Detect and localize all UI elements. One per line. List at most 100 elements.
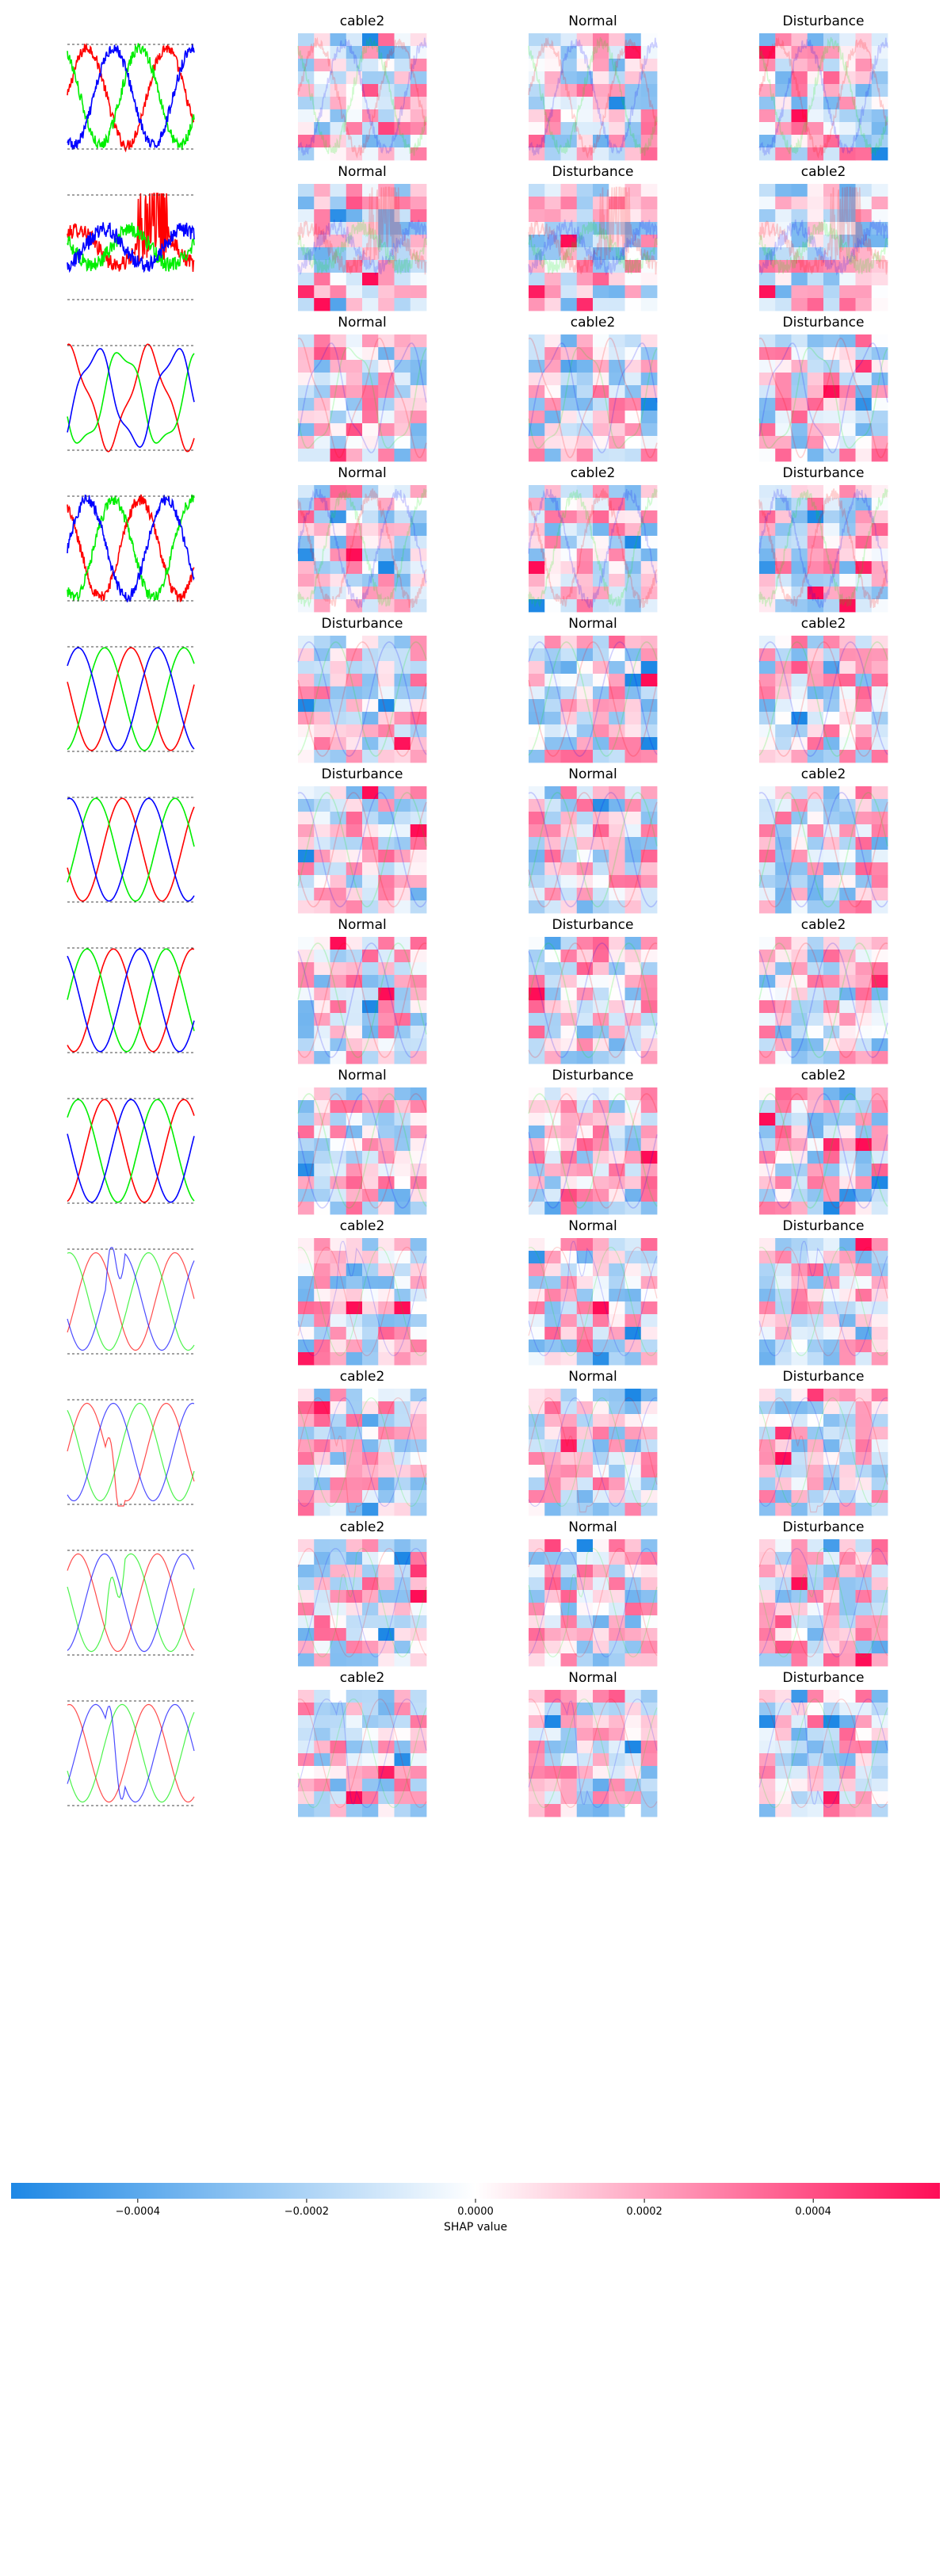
shap-cell — [346, 247, 363, 261]
shap-cell — [855, 59, 873, 72]
shap-cell — [529, 1314, 545, 1328]
shap-cell — [529, 1151, 545, 1164]
panel-title: cable2 — [340, 1218, 385, 1234]
shap-cell — [576, 1427, 594, 1440]
shap-cell — [346, 184, 363, 197]
shap-cell — [609, 84, 625, 97]
shap-cell — [759, 247, 776, 261]
shap-cell — [593, 1753, 609, 1767]
signal-phase-line — [758, 220, 888, 275]
shap-cell — [576, 97, 594, 110]
shap-cell — [759, 988, 776, 1001]
shap-cell — [759, 347, 776, 361]
shap-cell — [576, 1276, 594, 1290]
shap-cell — [394, 1087, 411, 1101]
shap-cell — [314, 962, 330, 976]
figure-row: Normal Disturbance cable2 — [67, 164, 888, 311]
shap-cell — [544, 837, 561, 850]
shap-cell — [298, 373, 315, 386]
shap-cell — [576, 109, 594, 123]
shap-cell — [346, 385, 363, 399]
shap-cell — [394, 574, 411, 587]
shap-cell — [314, 950, 330, 963]
shap-cell — [330, 1051, 347, 1064]
shap-cell — [330, 1238, 347, 1252]
input-signal-plot — [67, 494, 195, 602]
shap-cell — [560, 46, 578, 59]
shap-cell — [410, 285, 427, 299]
shap-cell — [410, 1728, 427, 1741]
shap-cell — [593, 536, 609, 549]
shap-cell — [529, 1728, 545, 1741]
shap-cell — [394, 724, 411, 738]
shap-cell — [298, 1238, 315, 1252]
shap-cell — [362, 1276, 379, 1290]
shap-cell — [298, 1414, 315, 1428]
shap-cell — [609, 334, 625, 348]
shap-cell — [839, 122, 856, 136]
shap-cell — [871, 510, 888, 524]
shap-cell — [855, 1202, 873, 1215]
shap-cell — [576, 988, 594, 1001]
shap-cell — [314, 536, 330, 549]
shap-cell — [775, 485, 792, 499]
panel-title: Disturbance — [783, 1519, 865, 1535]
shap-cell — [346, 1164, 363, 1177]
shap-cell — [576, 197, 594, 210]
shap-cell — [839, 235, 856, 248]
shap-cell — [791, 84, 808, 97]
shap-cell — [855, 812, 873, 825]
shap-cell — [609, 1038, 625, 1052]
shap-cell — [560, 548, 578, 562]
shap-cell — [823, 1565, 840, 1578]
signal-phase-line — [758, 219, 888, 276]
shap-cell — [362, 97, 379, 110]
shap-cell — [330, 122, 347, 136]
shap-cell — [410, 850, 427, 863]
shap-cell — [609, 1202, 625, 1215]
shap-cell — [624, 536, 642, 549]
signal-phase-line — [758, 346, 888, 449]
shap-cell — [624, 222, 642, 235]
shap-cell — [791, 1301, 808, 1315]
shap-cell — [807, 1189, 824, 1202]
shap-cell — [807, 360, 824, 373]
shap-cell — [378, 147, 395, 161]
shap-cell — [775, 648, 792, 662]
shap-cell — [394, 1465, 411, 1478]
shap-cell — [871, 1565, 888, 1578]
shap-cell — [791, 135, 808, 148]
input-signal-plot — [67, 1399, 195, 1507]
shap-cell — [759, 1289, 776, 1302]
shap-cell — [576, 373, 594, 386]
shap-cell — [759, 1202, 776, 1215]
shap-cell — [346, 398, 363, 411]
shap-cell — [609, 1189, 625, 1202]
shap-cell — [378, 1151, 395, 1164]
shap-cell — [823, 574, 840, 587]
shap-cell — [378, 360, 395, 373]
shap-cell — [576, 46, 594, 59]
shap-cell — [394, 1176, 411, 1190]
shap-cell — [362, 1590, 379, 1603]
shap-cell — [807, 1087, 824, 1101]
shap-cell — [529, 850, 545, 863]
shap-cell — [346, 273, 363, 286]
shap-cell — [609, 46, 625, 59]
shap-cell — [640, 385, 658, 399]
shap-cell — [330, 247, 347, 261]
signal-phase-line — [528, 1093, 658, 1209]
shap-cell — [640, 1477, 658, 1491]
shap-cell — [759, 1766, 776, 1779]
shap-cell — [298, 485, 315, 499]
shap-cell — [640, 209, 658, 223]
shap-cell — [775, 97, 792, 110]
shap-cell — [855, 824, 873, 838]
shap-cell — [640, 1503, 658, 1516]
shap-cell — [330, 423, 347, 437]
signal-phase-line — [67, 1247, 195, 1351]
shap-cell — [759, 1565, 776, 1578]
shap-cell — [823, 737, 840, 751]
shap-cell — [640, 1038, 658, 1052]
shap-cell — [378, 510, 395, 524]
